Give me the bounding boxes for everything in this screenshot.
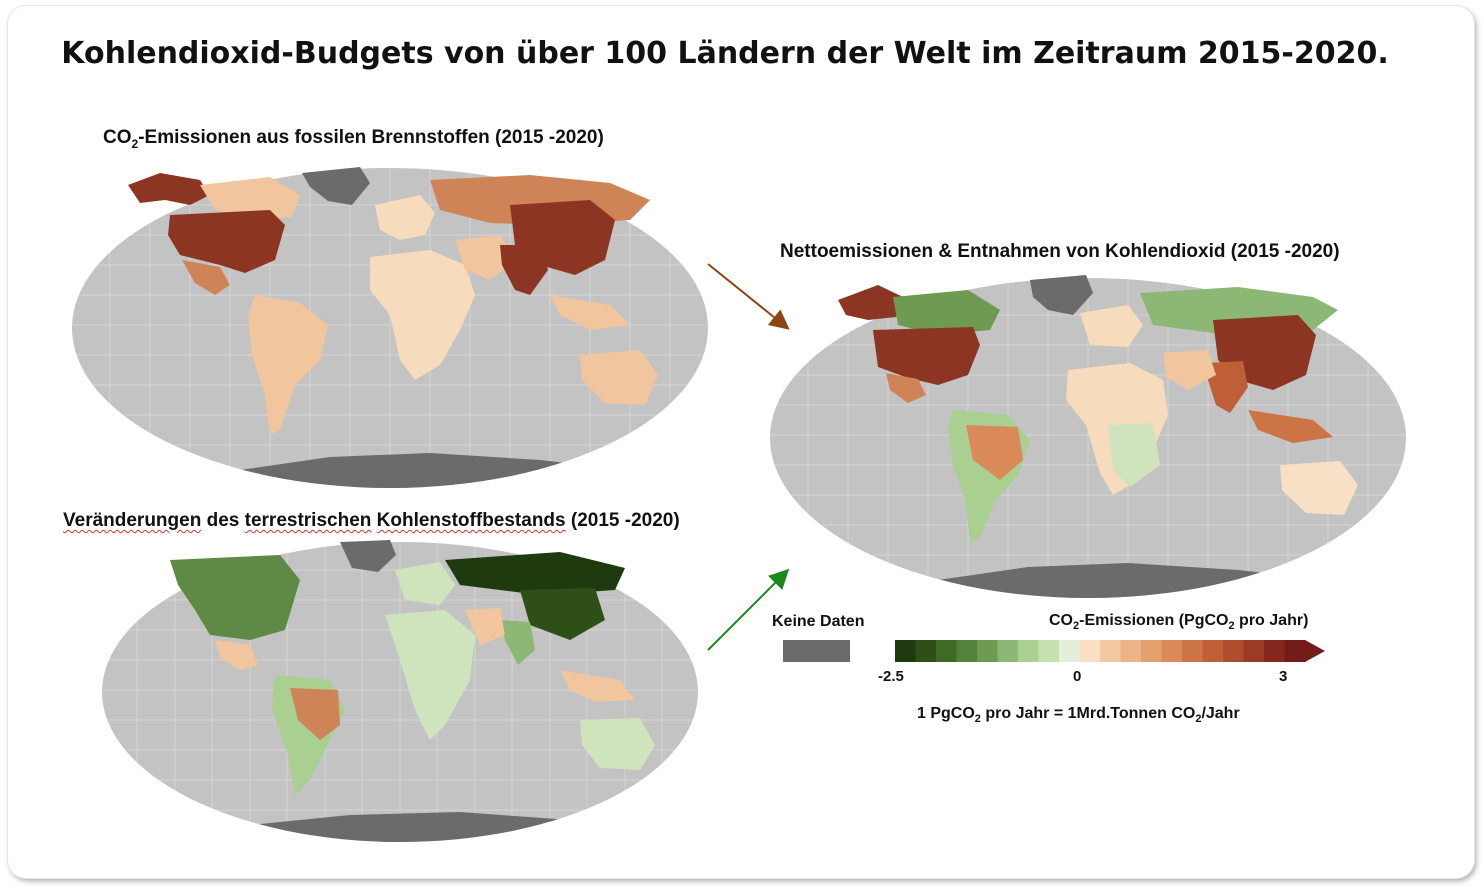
unit-note: 1 PgCO2 pro Jahr = 1Mrd.Tonnen CO2/Jahr (917, 705, 1240, 725)
colorbar-title-end: pro Jahr) (1234, 612, 1309, 629)
middle-east (455, 235, 515, 280)
unit-note-c: /Jahr (1201, 705, 1240, 722)
europe (1080, 305, 1143, 347)
fossil-title-sub: 2 (131, 136, 139, 151)
fossil-title-rest: -Emissionen aus fossilen Brennstoffen (2… (138, 127, 604, 148)
colorbar-segment (977, 640, 998, 662)
southeast-asia (560, 670, 635, 702)
no-data-label: Keine Daten (772, 613, 865, 630)
colorbar (895, 640, 1325, 662)
colorbar-segment (1038, 640, 1060, 662)
colorbar-segment (1120, 640, 1142, 662)
land-carbon-map (102, 540, 698, 842)
colorbar-overflow-arrow (1305, 640, 1325, 662)
africa (370, 250, 475, 380)
europe (375, 195, 435, 240)
colorbar-segment (1264, 640, 1285, 662)
colorbar-segment (1100, 640, 1121, 662)
colorbar-segment (1202, 640, 1224, 662)
alaska (128, 173, 210, 205)
unit-note-sub: 2 (974, 713, 981, 726)
central-africa (1108, 423, 1160, 487)
mexico (886, 373, 926, 403)
mexico (215, 640, 258, 670)
net-panel-title: Nettoemissionen & Entnahmen von Kohlendi… (780, 241, 1340, 262)
colorbar-title-co: CO (1049, 612, 1073, 629)
colorbar-segment (895, 640, 916, 662)
mexico (182, 260, 230, 295)
colorbar-segment (936, 640, 957, 662)
page-title: Kohlendioxid-Budgets von über 100 Länder… (61, 36, 1389, 71)
no-data-swatch (783, 640, 850, 662)
tick-max: 3 (1279, 668, 1288, 685)
unit-note-a: 1 PgCO (917, 705, 975, 722)
india (500, 245, 548, 295)
colorbar-title-mid: -Emissionen (PgCO (1079, 612, 1229, 629)
land-title-years: (2015 -2020) (565, 510, 680, 531)
net-emissions-map (770, 275, 1406, 598)
colorbar-segment (1141, 640, 1162, 662)
colorbar-segment (1161, 640, 1183, 662)
africa (385, 610, 475, 740)
china (520, 588, 605, 640)
fossil-emissions-map (72, 167, 708, 488)
colorbar-title-sub2: 2 (1228, 620, 1235, 633)
colorbar-segment (956, 640, 978, 662)
australia (580, 350, 658, 405)
land-title-word3: terrestrischen (244, 510, 372, 531)
canada (893, 290, 1000, 335)
land-panel-title: Veränderungen des terrestrischen Kohlens… (63, 510, 680, 532)
india (1206, 361, 1248, 413)
brazil (290, 688, 340, 740)
southeast-asia (550, 295, 630, 330)
colorbar-segment (1182, 640, 1203, 662)
tick-min: -2.5 (878, 668, 904, 685)
middle-east (465, 608, 505, 645)
greenland (340, 540, 396, 572)
australia (1280, 461, 1358, 515)
colorbar-segment (1059, 640, 1080, 662)
colorbar-segment (1243, 640, 1265, 662)
unit-note-b: pro Jahr = 1Mrd.Tonnen CO (980, 705, 1196, 722)
europe (395, 562, 455, 605)
tick-zero: 0 (1073, 668, 1082, 685)
unit-note-sub2: 2 (1195, 713, 1202, 726)
colorbar-segment (1079, 640, 1101, 662)
brazil (966, 425, 1023, 480)
north-america (170, 555, 300, 640)
fossil-title-co: CO (103, 127, 132, 148)
colorbar-segment (1223, 640, 1244, 662)
fossil-panel-title: CO2-Emissionen aus fossilen Brennstoffen… (103, 127, 604, 151)
usa (873, 327, 980, 385)
alaska (838, 285, 903, 320)
colorbar-segment (915, 640, 937, 662)
canada (200, 177, 300, 220)
southeast-asia (1248, 410, 1333, 443)
colorbar-title-sub: 2 (1073, 620, 1080, 633)
colorbar-segment (997, 640, 1019, 662)
middle-east (1163, 350, 1216, 390)
land-title-word4: Kohlenstoffbestands (376, 510, 566, 531)
land-title-word2: des (201, 510, 245, 531)
india (500, 620, 535, 665)
russia (445, 552, 625, 595)
south-america (248, 295, 328, 435)
land-title-word1: Veränderungen (63, 510, 202, 531)
colorbar-segment (1018, 640, 1039, 662)
australia (580, 718, 655, 770)
greenland (1030, 275, 1093, 315)
usa (168, 210, 285, 273)
colorbar-title: CO2-Emissionen (PgCO2 pro Jahr) (1049, 612, 1308, 632)
colorbar-segment (1284, 640, 1306, 662)
greenland (302, 167, 370, 205)
